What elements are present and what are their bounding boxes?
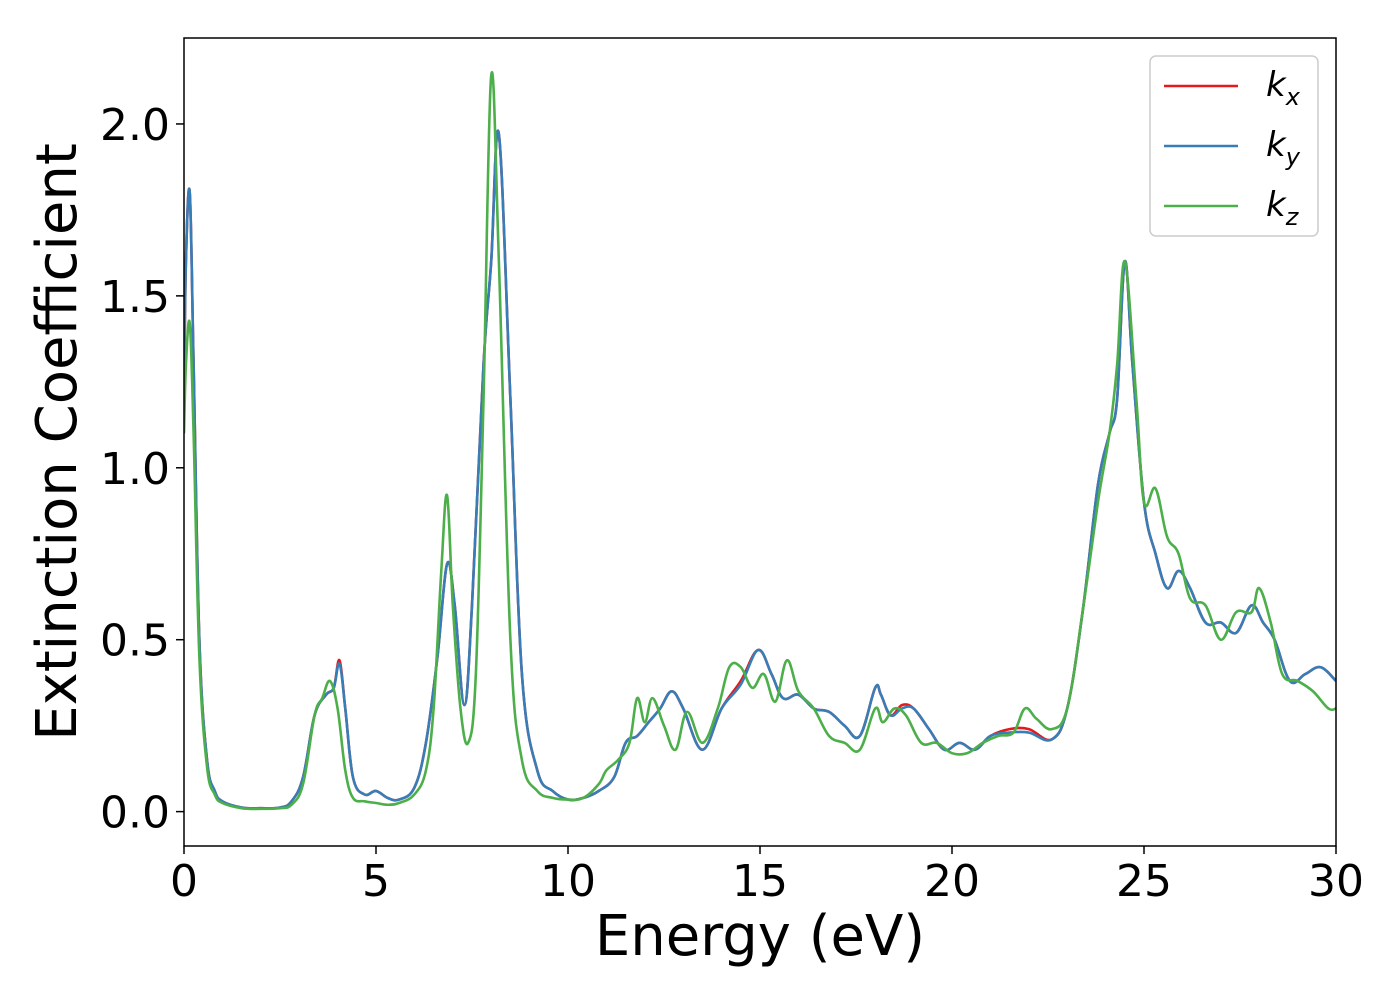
legend-label-subscript: x xyxy=(1285,83,1301,111)
y-axis-label: Extinction Coefficient xyxy=(25,143,90,741)
x-tick-label: 25 xyxy=(1116,856,1172,907)
legend-label-ky: ky xyxy=(1266,125,1301,171)
series-layer xyxy=(184,71,1336,811)
legend-label-kz: kz xyxy=(1266,185,1300,231)
x-tick-label: 10 xyxy=(540,856,596,907)
series-line-kz xyxy=(184,71,1336,811)
x-tick-label: 15 xyxy=(732,856,788,907)
y-tick-label: 1.0 xyxy=(100,444,170,495)
legend-label-base: k xyxy=(1266,125,1287,165)
x-axis-label: Energy (eV) xyxy=(595,904,925,969)
y-tick-label: 0.0 xyxy=(100,788,170,839)
y-tick-label: 2.0 xyxy=(100,100,170,151)
x-tick-label: 30 xyxy=(1308,856,1364,907)
x-tick-label: 5 xyxy=(362,856,390,907)
legend-label-kx: kx xyxy=(1266,65,1301,111)
y-tick-label: 1.5 xyxy=(100,272,170,323)
y-tick-label: 0.5 xyxy=(100,616,170,667)
legend-label-base: k xyxy=(1266,185,1287,225)
legend-label-base: k xyxy=(1266,65,1287,105)
x-tick-label: 20 xyxy=(924,856,980,907)
x-axis-ticks: 0 5 10 15 20 25 30 xyxy=(170,846,1364,907)
y-axis-ticks: 0.0 0.5 1.0 1.5 2.0 xyxy=(100,100,184,839)
legend-label-subscript: z xyxy=(1285,203,1300,231)
legend-label-subscript: y xyxy=(1285,143,1301,171)
x-tick-label: 0 xyxy=(170,856,198,907)
